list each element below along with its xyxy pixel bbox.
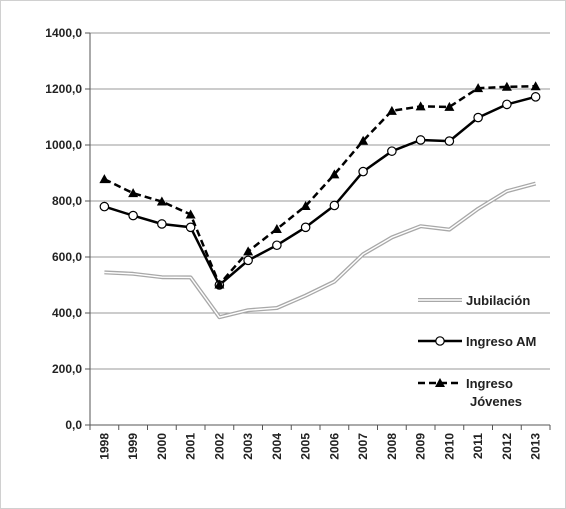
x-tick-label: 2009 [414,433,428,460]
x-tick-label: 2002 [212,433,226,460]
point-marker [415,101,426,111]
point-marker [272,240,282,251]
x-tick-label: 2008 [385,433,399,460]
point-marker [99,174,110,184]
point-marker [530,81,541,91]
legend-item-ingreso_am: Ingreso AM [418,334,536,349]
series-line-jubilacion-inner [104,182,536,318]
series-layer [99,81,541,320]
point-marker [156,196,167,206]
point-marker [358,166,368,177]
y-tick-label: 800,0 [52,194,82,208]
x-tick-label: 2006 [327,433,341,460]
x-tick-label: 2000 [155,433,169,460]
x-axis-tick-labels: 1998 1999 2000 2001 2002 2003 2004 2005 2006 2007… [97,433,542,460]
point-marker [300,222,311,233]
point-marker [386,105,397,115]
y-tick-label: 400,0 [52,306,82,320]
point-marker [243,255,253,266]
point-marker [99,201,110,212]
x-tick-label: 2004 [270,433,284,460]
legend-item-jubilacion: Jubilación [418,293,530,308]
point-marker [128,210,138,221]
legend-item-ingreso_jovenes: Ingreso Jóvenes [418,376,522,409]
legend-label: Ingreso AM [466,334,536,349]
point-marker [473,83,484,93]
point-marker [435,336,445,346]
legend-label: Jubilación [466,293,530,308]
point-marker [185,209,196,219]
gridlines [90,32,550,370]
x-tick-label: 1999 [126,433,140,460]
y-tick-label: 0,0 [65,418,82,432]
axes [85,32,551,430]
y-tick-label: 1400,0 [45,26,82,40]
point-marker [530,92,541,102]
point-marker [300,201,311,211]
x-tick-label: 2007 [356,433,370,460]
point-marker [387,146,397,156]
point-marker [444,101,455,111]
point-marker [415,135,426,145]
series-jubilacion [104,181,537,320]
point-marker [271,224,282,233]
legend: Jubilación Ingreso AM Ingreso Jóvenes [418,293,536,409]
series-ingreso_jovenes [99,81,541,289]
x-tick-label: 2005 [299,433,313,460]
point-marker [185,222,196,233]
y-tick-label: 1200,0 [45,82,82,96]
point-marker [214,279,225,289]
y-axis-tick-labels: 0,0 200,0 400,0 600,0 800,0 1000,0 1200,0 1400,… [45,26,82,432]
series-line-ingreso_am [104,95,536,287]
series-line-ingreso_jovenes [103,84,536,286]
point-marker [473,112,483,123]
legend-label: Jóvenes [470,394,522,409]
point-marker [243,246,254,256]
series-ingreso_am [99,92,541,290]
point-marker [157,219,167,229]
legend-label: Ingreso [466,376,513,391]
x-tick-label: 2003 [241,433,255,460]
point-marker [329,169,340,179]
x-tick-label: 2010 [442,433,456,460]
y-tick-label: 200,0 [52,362,82,376]
x-tick-label: 2001 [184,433,198,460]
point-marker [358,135,369,145]
y-tick-label: 1000,0 [45,138,82,152]
point-marker [329,200,340,211]
x-tick-label: 2013 [529,433,543,460]
point-marker [444,136,455,146]
x-tick-label: 2011 [471,433,485,459]
x-tick-label: 1998 [97,433,111,460]
point-marker [502,99,512,110]
y-tick-label: 600,0 [52,250,82,264]
point-marker [501,81,512,91]
point-marker [435,378,445,387]
point-marker [128,188,139,198]
x-tick-label: 2012 [500,433,514,460]
